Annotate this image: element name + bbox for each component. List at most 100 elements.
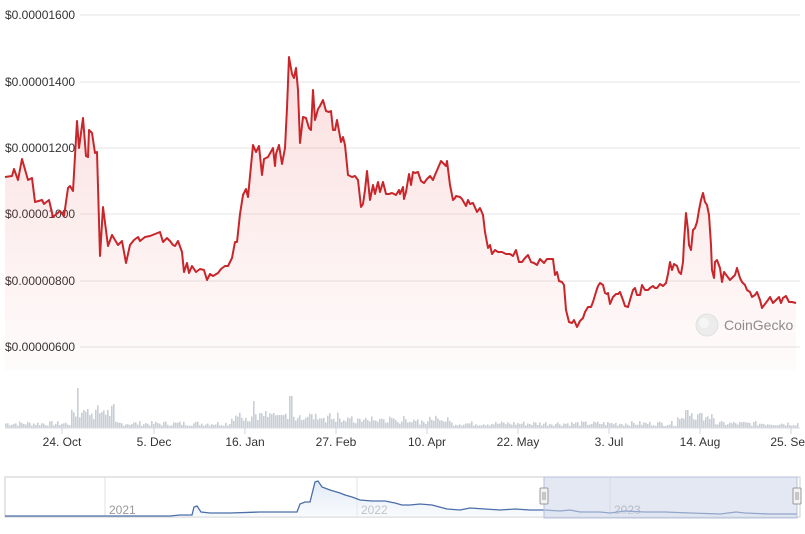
navigator-handle-right[interactable]	[792, 487, 802, 505]
volume-bar	[191, 425, 193, 428]
volume-bar	[685, 410, 687, 428]
volume-bar	[157, 423, 159, 428]
volume-bar	[391, 418, 393, 428]
volume-bar	[225, 422, 227, 428]
volume-bar	[571, 422, 573, 428]
volume-bar	[479, 425, 481, 428]
volume-bar	[185, 425, 187, 428]
volume-bar	[111, 405, 113, 428]
volume-bar	[643, 422, 645, 428]
volume-bar	[19, 421, 21, 428]
volume-bar	[103, 410, 105, 428]
volume-bar	[491, 423, 493, 428]
volume-bar	[375, 420, 377, 428]
volume-bar	[439, 420, 441, 428]
volume-bar	[475, 424, 477, 428]
volume-bar	[119, 422, 121, 428]
volume-bar	[275, 415, 277, 428]
navigator[interactable]: 202120222023	[4, 476, 802, 519]
volume-bar	[231, 418, 233, 428]
volume-bar	[565, 423, 567, 428]
volume-bar	[87, 408, 89, 428]
volume-bar	[495, 421, 497, 428]
volume-bar	[297, 417, 299, 428]
volume-bar	[279, 415, 281, 428]
volume-bar	[33, 423, 35, 428]
volume-bar	[189, 425, 191, 428]
volume-bar	[463, 424, 465, 428]
volume-bar	[577, 422, 579, 428]
volume-bar	[41, 423, 43, 428]
volume-bar	[607, 422, 609, 428]
volume-bar	[27, 422, 29, 428]
volume-bar	[211, 424, 213, 428]
volume-bar	[775, 425, 777, 428]
volume-bar	[641, 424, 643, 428]
volume-bar	[307, 416, 309, 428]
volume-bar	[287, 418, 289, 428]
volume-bar	[443, 421, 445, 428]
volume-bar	[689, 415, 691, 428]
volume-bar	[205, 424, 207, 428]
volume-bar	[605, 425, 607, 428]
volume-bar	[127, 424, 129, 428]
volume-bar	[417, 419, 419, 428]
x-tick-label: 16. Jan	[225, 435, 264, 449]
volume-bar	[627, 424, 629, 428]
volume-bar	[751, 425, 753, 428]
volume-bar	[441, 420, 443, 428]
navigator-selection[interactable]	[543, 476, 798, 519]
volume-bar	[401, 421, 403, 428]
volume-bar	[519, 423, 521, 428]
volume-bar	[331, 419, 333, 428]
volume-bar	[541, 425, 543, 428]
volume-bar	[589, 424, 591, 428]
volume-bar	[681, 417, 683, 428]
volume-bar	[125, 424, 127, 428]
volume-bar	[109, 416, 111, 428]
price-line	[4, 56, 797, 328]
volume-bar	[17, 425, 19, 428]
volume-bar	[59, 425, 61, 428]
handle-grip-icon[interactable]	[539, 487, 549, 505]
volume-bar	[411, 422, 413, 428]
volume-bar	[601, 424, 603, 428]
volume-bar	[393, 418, 395, 428]
volume-bar	[777, 425, 779, 428]
volume-bar	[633, 422, 635, 428]
volume-bar	[333, 418, 335, 428]
volume-bar	[45, 425, 47, 428]
volume-bar	[159, 423, 161, 428]
volume-bar	[161, 425, 163, 428]
volume-bar	[663, 425, 665, 428]
volume-bar	[673, 425, 675, 428]
volume-bar	[701, 413, 703, 428]
volume-bar	[679, 418, 681, 428]
volume-bar	[757, 425, 759, 428]
volume-bar	[327, 415, 329, 428]
volume-bar	[321, 418, 323, 428]
volume-bar	[457, 425, 459, 428]
volume-bar	[117, 422, 119, 428]
x-tick-label: 10. Apr	[408, 435, 446, 449]
volume-bar	[645, 422, 647, 428]
volume-bar	[319, 418, 321, 428]
volume-bar	[99, 413, 101, 428]
volume-bar	[683, 418, 685, 428]
volume-bar	[141, 425, 143, 428]
volume-bar	[483, 424, 485, 428]
x-tick-label: 22. May	[497, 435, 540, 449]
volume-bar	[755, 421, 757, 428]
volume-bar	[551, 424, 553, 428]
volume-bar	[629, 425, 631, 428]
volume-bar	[409, 421, 411, 428]
navigator-handle-left[interactable]	[539, 487, 549, 505]
volume-bar	[711, 414, 713, 428]
volume-bar	[499, 423, 501, 428]
handle-grip-icon[interactable]	[792, 487, 802, 505]
x-tick-label: 27. Feb	[316, 435, 357, 449]
volume-bar	[15, 423, 17, 428]
volume-bar	[617, 425, 619, 428]
volume-bar	[21, 423, 23, 428]
volume-bar	[583, 422, 585, 428]
